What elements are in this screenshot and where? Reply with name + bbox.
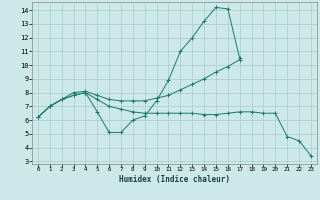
X-axis label: Humidex (Indice chaleur): Humidex (Indice chaleur) (119, 175, 230, 184)
